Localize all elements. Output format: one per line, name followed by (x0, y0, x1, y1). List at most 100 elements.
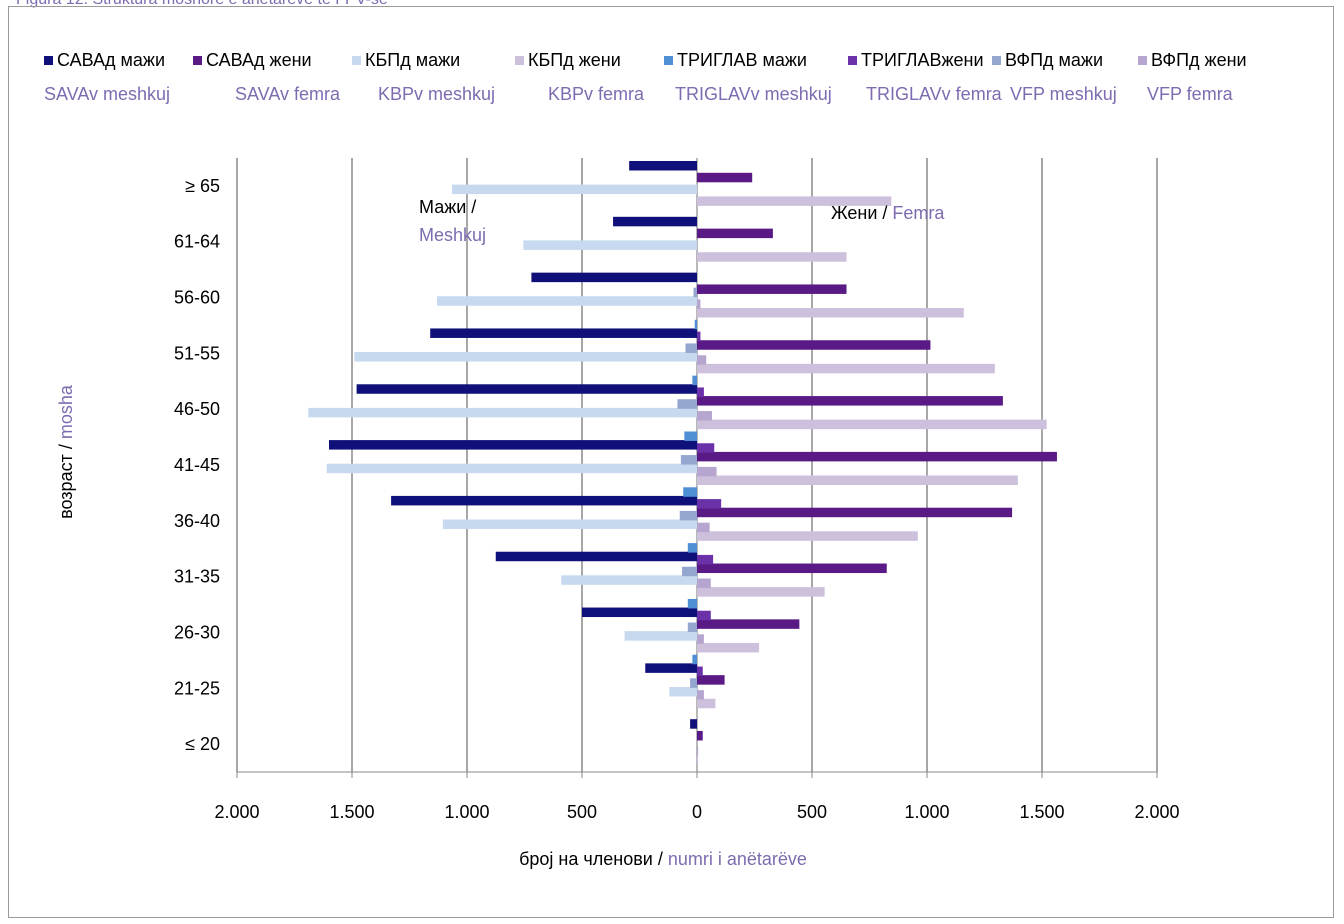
bar-triglav-male-3 (692, 375, 697, 386)
bar-vfp-male-8 (690, 678, 697, 688)
x-tick-label-5: 500 (797, 802, 827, 822)
bar-vfp-male-4 (680, 455, 697, 465)
bar-vfp-female-2 (697, 355, 707, 365)
y-tick-label-0: ≥ 65 (185, 176, 220, 196)
bar-kbp-male-6 (442, 519, 697, 530)
bar-sava-male-7 (495, 551, 697, 562)
legend-label-6: ВФПд мажи (1005, 50, 1103, 70)
x-tick-label-0: 2.000 (214, 802, 259, 822)
bar-vfp-male-6 (682, 566, 697, 577)
bar-kbp-male-2 (437, 296, 697, 306)
y-axis-title: возраст / mosha (56, 384, 76, 519)
bar-kbp-female-0 (697, 196, 892, 206)
legend-label-alt-2: KBPv meshkuj (378, 84, 495, 104)
y-tick-label-7: 31-35 (174, 567, 220, 587)
y-tick-label-1: 61-64 (174, 232, 220, 252)
bar-kbp-male-7 (561, 575, 697, 585)
bar-triglav-male-6 (687, 543, 697, 553)
bar-kbp-female-10 (697, 754, 699, 765)
x-tick-label-8: 2.000 (1134, 802, 1179, 822)
bar-kbp-female-5 (697, 475, 1018, 485)
bar-vfp-male-5 (679, 510, 697, 521)
bar-sava-male-0 (629, 161, 697, 171)
bar-sava-male-4 (356, 384, 697, 394)
bar-triglav-female-6 (697, 554, 714, 565)
bar-kbp-male-9 (669, 686, 697, 697)
bar-kbp-female-1 (697, 252, 847, 262)
y-tick-label-5: 41-45 (174, 455, 220, 475)
bar-vfp-female-3 (697, 411, 712, 421)
bar-kbp-female-6 (697, 531, 918, 541)
bar-kbp-male-5 (326, 463, 697, 474)
male-label: Мажи / (419, 197, 476, 217)
bar-vfp-male-1 (693, 287, 697, 298)
bar-sava-female-4 (697, 396, 1003, 406)
figure-caption: Figura 12. Struktura moshore e anëtarëve… (16, 0, 388, 9)
legend-swatch-6 (992, 56, 1001, 65)
legend-swatch-5 (848, 56, 857, 65)
legend-swatch-1 (193, 56, 202, 65)
bar-sava-female-1 (697, 228, 773, 239)
bar-kbp-female-2 (697, 308, 964, 318)
bar-kbp-female-8 (697, 642, 760, 653)
bar-triglav-male-4 (684, 431, 697, 441)
x-tick-label-1: 1.500 (329, 802, 374, 822)
legend-label-5: ТРИГЛАВжени (861, 50, 984, 70)
y-tick-label-8: 26-30 (174, 622, 220, 642)
bar-triglav-male-7 (687, 598, 697, 609)
y-tick-label-6: 36-40 (174, 511, 220, 531)
bar-triglav-female-2 (697, 331, 701, 342)
bar-triglav-female-7 (697, 610, 711, 621)
y-tick-label-3: 51-55 (174, 343, 220, 363)
x-tick-label-6: 1.000 (904, 802, 949, 822)
bar-sava-male-2 (531, 272, 697, 283)
bar-triglav-male-8 (692, 654, 697, 665)
bar-vfp-female-4 (697, 466, 717, 477)
x-axis-title: број на членови / numri i anëtarëve (519, 849, 807, 869)
legend-swatch-0 (44, 56, 53, 65)
legend-label-0: САВАд мажи (57, 50, 165, 70)
bar-kbp-female-4 (697, 419, 1047, 430)
x-tick-label-3: 500 (567, 802, 597, 822)
legend-label-alt-3: KBPv femra (548, 84, 645, 104)
legend-swatch-4 (664, 56, 673, 65)
bar-vfp-male-3 (677, 399, 697, 409)
bar-kbp-female-3 (697, 363, 995, 374)
bar-vfp-male-2 (685, 343, 697, 353)
legend-label-4: ТРИГЛАВ мажи (677, 50, 807, 70)
bar-sava-male-8 (582, 607, 697, 618)
bar-kbp-female-9 (697, 698, 716, 709)
bar-sava-female-10 (697, 730, 703, 741)
y-tick-label-10: ≤ 20 (185, 734, 220, 754)
bar-vfp-female-8 (697, 690, 704, 700)
legend-label-7: ВФПд жени (1151, 50, 1247, 70)
y-tick-label-2: 56-60 (174, 288, 220, 308)
bar-sava-female-7 (697, 563, 887, 574)
bar-sava-male-1 (613, 216, 697, 227)
bar-sava-female-2 (697, 284, 847, 294)
bar-kbp-male-1 (523, 240, 697, 250)
x-tick-label-7: 1.500 (1019, 802, 1064, 822)
y-tick-label-4: 46-50 (174, 399, 220, 419)
bar-sava-female-0 (697, 172, 753, 183)
bar-triglav-male-5 (683, 487, 697, 497)
male-label-alt: Meshkuj (419, 225, 486, 245)
bar-kbp-male-8 (624, 631, 697, 641)
y-tick-label-9: 21-25 (174, 678, 220, 698)
bar-sava-male-9 (645, 663, 697, 673)
legend-label-alt-1: SAVAv femra (235, 84, 341, 104)
bar-vfp-female-7 (697, 634, 704, 644)
chart-frame (8, 6, 1334, 918)
x-tick-label-2: 1.000 (444, 802, 489, 822)
bar-sava-female-8 (697, 619, 800, 629)
bar-triglav-female-3 (697, 387, 704, 397)
bar-triglav-male-2 (694, 319, 697, 330)
bar-kbp-female-7 (697, 587, 825, 597)
bar-vfp-male-7 (687, 622, 697, 633)
bar-triglav-female-8 (697, 666, 703, 677)
bar-sava-female-9 (697, 675, 725, 685)
legend-label-1: САВАд жени (206, 50, 312, 70)
bar-sava-male-3 (430, 328, 697, 338)
legend-swatch-3 (515, 56, 524, 65)
